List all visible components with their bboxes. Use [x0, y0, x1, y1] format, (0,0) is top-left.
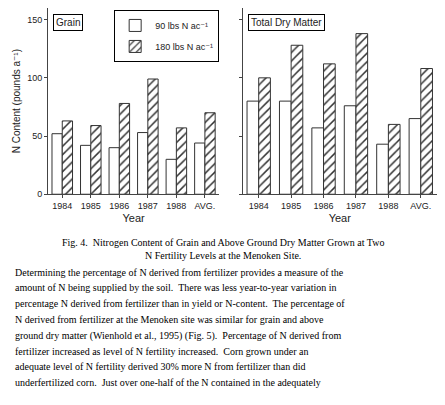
svg-text:50: 50 — [32, 131, 42, 141]
svg-text:Total Dry Matter: Total Dry Matter — [251, 17, 322, 28]
svg-text:underfertilized corn. Just ov: underfertilized corn. Just over one-half… — [15, 377, 321, 388]
svg-text:AVG.: AVG. — [194, 201, 215, 211]
svg-text:Year: Year — [122, 212, 145, 224]
svg-text:100: 100 — [27, 73, 42, 83]
svg-text:0: 0 — [37, 189, 42, 199]
svg-text:percentage N derived from fert: percentage N derived from fertilizer tha… — [15, 298, 345, 309]
svg-text:adequate level of N fertility: adequate level of N fertility derived 30… — [15, 361, 305, 372]
svg-text:1984: 1984 — [249, 201, 269, 211]
svg-text:1986: 1986 — [314, 201, 334, 211]
svg-text:AVG.: AVG. — [410, 201, 431, 211]
svg-text:N Fertility Levels at the Meno: N Fertility Levels at the Menoken Site. — [145, 250, 301, 261]
svg-text:Year: Year — [329, 212, 352, 224]
svg-text:1984: 1984 — [52, 201, 72, 211]
svg-text:N derived from fertilizer at t: N derived from fertilizer at the Menoken… — [15, 314, 324, 325]
svg-text:Fig. 4. Nitrogen Content of G: Fig. 4. Nitrogen Content of Grain and Ab… — [62, 237, 384, 248]
svg-text:Grain: Grain — [56, 17, 80, 28]
svg-text:fertilizer increased as level: fertilizer increased as level of N ferti… — [15, 346, 309, 357]
svg-text:1987: 1987 — [346, 201, 366, 211]
svg-text:180 lbs N ac⁻¹: 180 lbs N ac⁻¹ — [155, 42, 213, 52]
svg-text:1987: 1987 — [138, 201, 158, 211]
svg-text:N Content (pounds a⁻¹): N Content (pounds a⁻¹) — [11, 49, 22, 153]
svg-text:1988: 1988 — [166, 201, 186, 211]
svg-text:amount of N being supplied by: amount of N being supplied by the soil. … — [15, 282, 336, 293]
svg-text:ground dry matter (Wienhold et: ground dry matter (Wienhold et al., 1995… — [15, 330, 341, 342]
svg-text:Determining the percentage of: Determining the percentage of N derived … — [15, 267, 344, 278]
svg-text:1988: 1988 — [378, 201, 398, 211]
svg-text:1985: 1985 — [281, 201, 301, 211]
svg-text:1985: 1985 — [81, 201, 101, 211]
svg-text:150: 150 — [27, 15, 42, 25]
svg-text:1986: 1986 — [109, 201, 129, 211]
svg-text:90 lbs N ac⁻¹: 90 lbs N ac⁻¹ — [155, 21, 208, 31]
